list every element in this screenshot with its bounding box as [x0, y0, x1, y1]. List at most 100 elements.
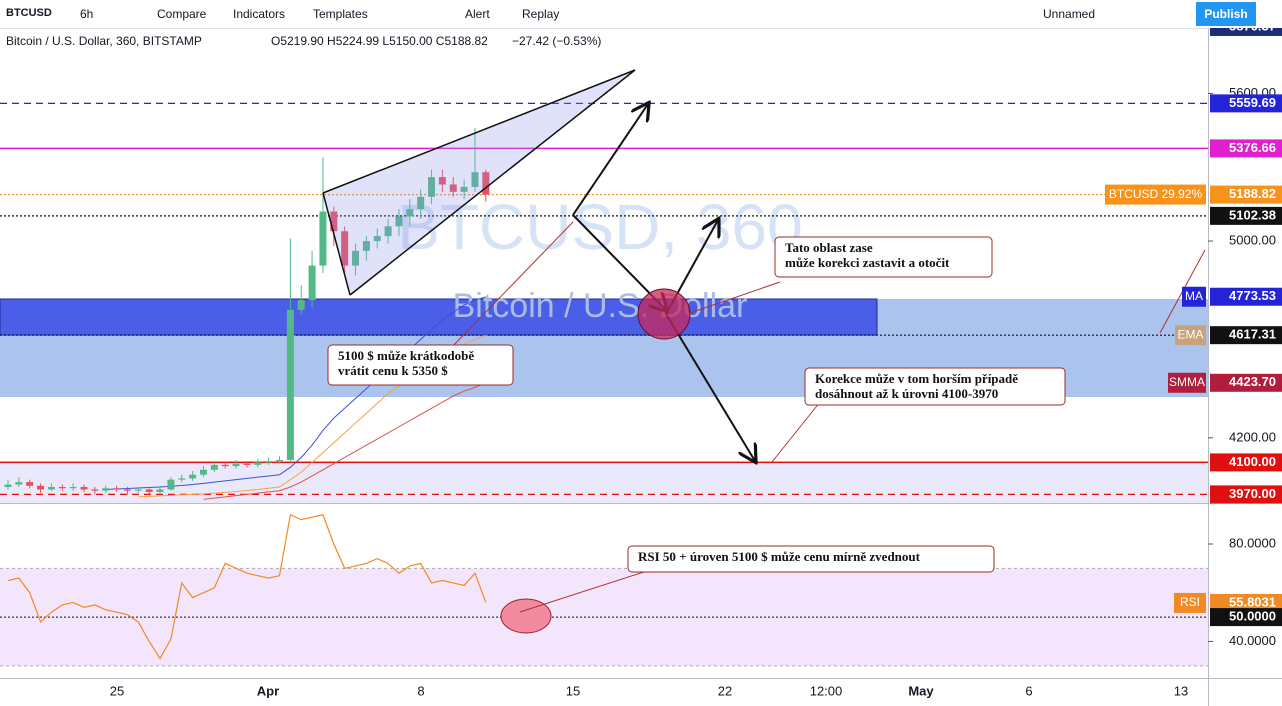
price-tag [1210, 28, 1282, 36]
layout-name[interactable]: Unnamed [1043, 7, 1096, 21]
candle-body [221, 464, 229, 467]
price-tag [1210, 287, 1282, 306]
interval[interactable]: 6h [80, 7, 94, 21]
chart: BTCUSD, 360 Bitcoin / U.S. Dollar Tato o… [0, 28, 1282, 706]
candle-body [210, 464, 218, 470]
x-tick-label: 22 [718, 683, 732, 698]
y-tick-label: 40.0000 [1229, 633, 1276, 648]
series-line [203, 382, 487, 500]
candle-body [91, 489, 99, 491]
candle-body [189, 474, 197, 479]
y-tick-label: 80.0000 [1229, 535, 1276, 550]
candle-body [232, 463, 240, 467]
y-tick-label: 5000.00 [1229, 232, 1276, 247]
wedge-line [322, 192, 351, 296]
candle-body [145, 489, 153, 492]
series-tag-label: SMMA [1169, 375, 1205, 389]
candle-body [167, 479, 175, 490]
candle-body [428, 177, 436, 197]
candle-body [460, 186, 468, 192]
price-tag-label: 55.8031 [1229, 594, 1276, 609]
wedge-line [349, 69, 636, 296]
price-tag [1210, 453, 1282, 472]
replay[interactable]: Replay [522, 7, 560, 21]
candle-body [58, 487, 66, 489]
price-tag [1210, 593, 1282, 612]
price-tag [1210, 206, 1282, 225]
publish[interactable]: Publish [1196, 2, 1256, 26]
callout-box [774, 236, 993, 278]
legend-ohlc: O5219.90 H5224.99 L5150.00 C5188.82 [271, 34, 488, 48]
candle-body [384, 226, 392, 237]
price-tag [1210, 326, 1282, 345]
candle-body [69, 487, 77, 489]
candle-body [37, 485, 45, 490]
legend-title: Bitcoin / U.S. Dollar, 360, BITSTAMP [6, 34, 202, 48]
zone [0, 298, 878, 336]
callout-box [627, 545, 995, 573]
candle-body [406, 209, 414, 217]
series-tag [1182, 286, 1206, 307]
price-tag-label: 4100.00 [1229, 454, 1276, 469]
callout-text: 5100 $ může krátkodobě [338, 348, 474, 363]
candle-body [243, 463, 251, 465]
x-tick-label: 12:00 [810, 683, 843, 698]
candle-body [330, 211, 338, 232]
callout-text: RSI 50 + úroven 5100 $ může cenu mírně z… [638, 549, 921, 564]
candle-body [373, 236, 381, 242]
candle-body [123, 489, 131, 491]
candle-body [438, 177, 446, 185]
series-tag [1175, 325, 1206, 346]
callout-text: může korekci zastavit a otočit [785, 255, 950, 270]
toolbar: BTCUSD 6h Compare Indicators Templates A… [0, 0, 1282, 29]
callout-text: Korekce může v tom horším případě [815, 371, 1018, 386]
candle-body [276, 459, 283, 462]
series-tag-label: BTCUSD 29.92% [1109, 187, 1203, 201]
price-tag-label: 5559.69 [1229, 95, 1276, 110]
series-line [7, 513, 487, 660]
price-tag-label: 50.0000 [1229, 609, 1276, 624]
candle-body [156, 489, 164, 492]
candle-body [395, 216, 403, 227]
candle-body [4, 484, 12, 488]
candle-body [449, 184, 457, 192]
symbol[interactable]: BTCUSD [6, 7, 52, 19]
candle-body [199, 469, 207, 475]
x-tick-label: 8 [417, 683, 424, 698]
candle-body [286, 309, 294, 460]
candle-body [341, 231, 349, 266]
price-tag-label: 5870.37 [1229, 28, 1276, 33]
series-tag-label: RSI [1180, 595, 1200, 609]
price-tag-label: 5188.82 [1229, 186, 1276, 201]
callout-box [327, 344, 514, 386]
candle-body [319, 211, 327, 266]
candle-body [482, 172, 490, 195]
templates[interactable]: Templates [313, 7, 368, 21]
candle-body [417, 196, 425, 210]
callout-text: dosáhnout až k úrovni 4100-3970 [815, 386, 998, 401]
alert[interactable]: Alert [465, 7, 490, 21]
series-tag [1168, 372, 1206, 393]
price-tag [1210, 185, 1282, 204]
watermark: Bitcoin / U.S. Dollar [453, 287, 748, 325]
callout-text: Tato oblast zase [785, 240, 873, 255]
candle-body [178, 478, 186, 480]
price-tag [1210, 485, 1282, 504]
candle-body [362, 241, 370, 251]
price-tag [1210, 608, 1282, 627]
x-tick-label: 15 [566, 683, 580, 698]
x-tick-label: Apr [257, 683, 279, 698]
wedge [323, 70, 635, 295]
price-tag [1210, 139, 1282, 158]
candle-body [265, 461, 273, 463]
price-tag-label: 4773.53 [1229, 288, 1276, 303]
compare[interactable]: Compare [157, 7, 207, 21]
y-tick-label: 4200.00 [1229, 429, 1276, 444]
x-tick-label: 13 [1174, 683, 1188, 698]
indicators[interactable]: Indicators [233, 7, 286, 21]
candle-body [80, 487, 88, 490]
candle-body [47, 487, 55, 490]
highlight [500, 598, 552, 634]
price-tag-label: 4617.31 [1229, 327, 1276, 342]
